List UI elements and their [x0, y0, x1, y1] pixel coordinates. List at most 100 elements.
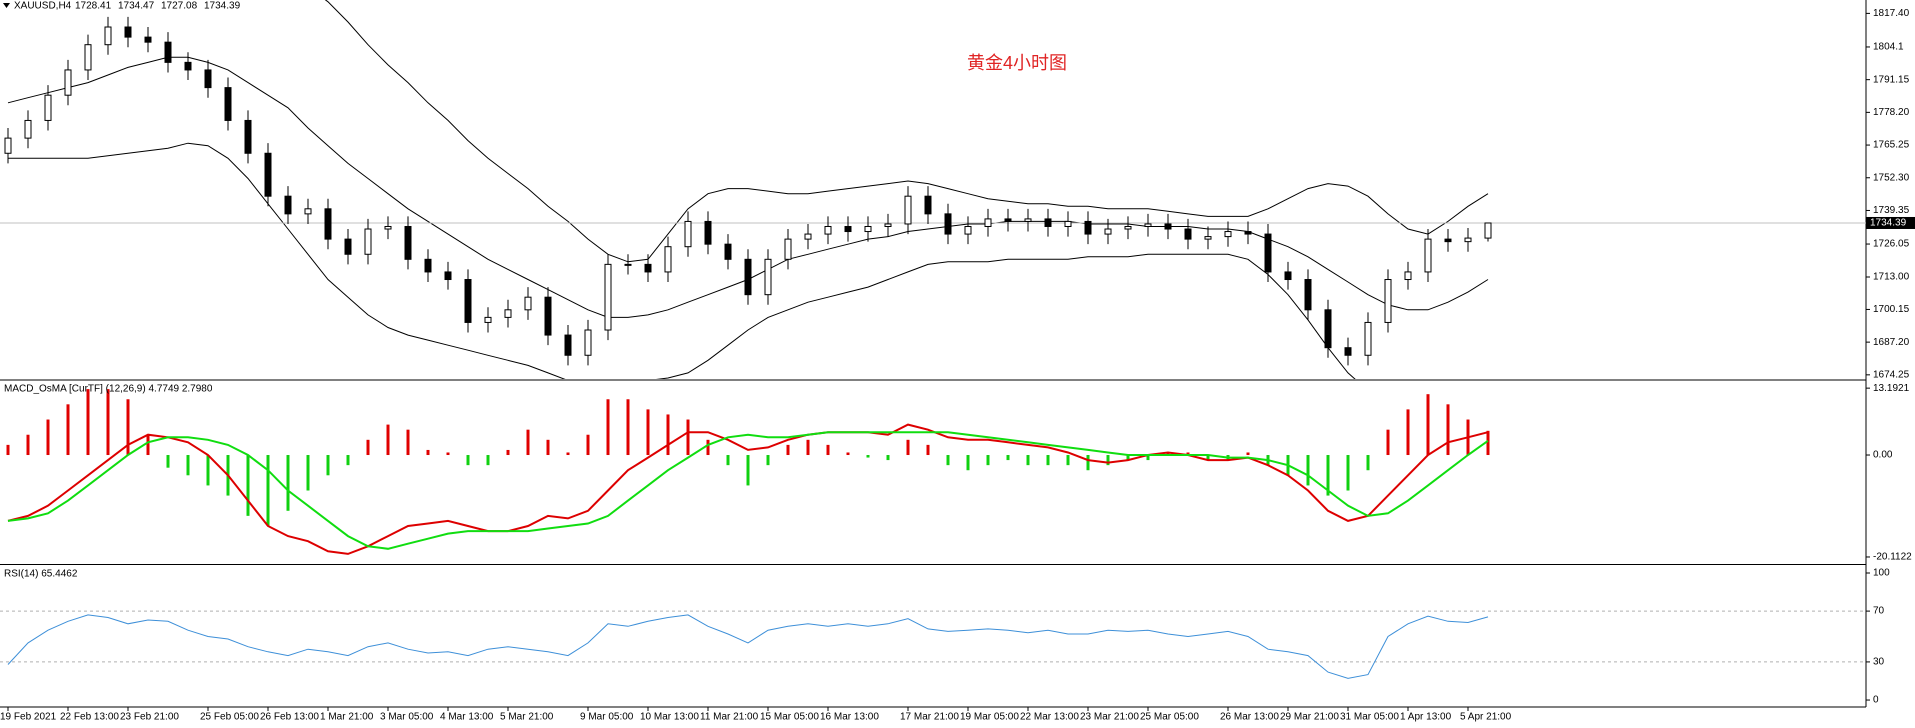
x-tick-label: 5 Apr 21:00 [1460, 712, 1512, 723]
candle-body [144, 36, 152, 43]
osma-bar [446, 452, 450, 456]
x-tick-label: 5 Mar 21:00 [500, 712, 554, 723]
macd-line [7, 431, 1489, 550]
osma-bar [366, 439, 370, 456]
candle-body [704, 220, 712, 245]
osma-bar [726, 455, 730, 466]
candle-body [584, 329, 592, 356]
candle-body [124, 26, 132, 38]
candle-body [1284, 271, 1292, 281]
candle-body [84, 44, 92, 71]
candle-body [164, 41, 172, 63]
x-tick-label: 22 Mar 13:00 [1020, 712, 1079, 723]
osma-bar [1406, 409, 1410, 456]
x-tick-label: 9 Mar 05:00 [580, 712, 634, 723]
candle-body [964, 225, 972, 235]
osma-bar [1066, 455, 1070, 466]
x-tick-label: 11 Mar 21:00 [700, 712, 759, 723]
y-tick-label: 1713.00 [1873, 272, 1910, 283]
osma-bar [206, 455, 210, 486]
candle-body [1264, 233, 1272, 273]
y-tick-label: 1817.40 [1873, 8, 1910, 19]
candle-body [904, 195, 912, 225]
osma-bar [586, 434, 590, 456]
candle-body [1444, 238, 1452, 243]
y-tick-label: 1687.20 [1873, 337, 1910, 348]
candle-body [304, 208, 312, 215]
y-tick-label: 100 [1873, 568, 1890, 579]
y-tick-label: 30 [1873, 657, 1885, 668]
candle-body [664, 246, 672, 273]
candle-body [424, 258, 432, 273]
osma-bar [566, 452, 570, 456]
x-tick-label: 29 Mar 21:00 [1280, 712, 1339, 723]
candle-body [44, 94, 52, 121]
candle-body [284, 195, 292, 215]
candle-body [1124, 225, 1132, 230]
y-tick-label: 1739.35 [1873, 205, 1910, 216]
osma-bar [246, 455, 250, 516]
x-tick-label: 3 Mar 05:00 [380, 712, 434, 723]
candle-body [624, 263, 632, 266]
candle-body [1424, 238, 1432, 273]
candle-body [364, 228, 372, 255]
osma-bar [946, 455, 950, 466]
candle-body [1184, 228, 1192, 240]
osma-bar [606, 399, 610, 456]
osma-bar [1026, 455, 1030, 466]
osma-bar [486, 455, 490, 466]
bollinger-band [324, 0, 1489, 263]
osma-bar [1366, 455, 1370, 471]
osma-bar [126, 399, 130, 456]
osma-bar [1186, 452, 1190, 456]
y-tick-label: -20.1122 [1873, 552, 1912, 563]
candle-body [604, 263, 612, 331]
candle-body [504, 309, 512, 318]
x-tick-label: 4 Mar 13:00 [440, 712, 494, 723]
osma-bar [466, 455, 470, 466]
y-tick-label: 1700.15 [1873, 304, 1910, 315]
y-tick-label: 0.00 [1873, 450, 1893, 461]
x-tick-label: 15 Mar 05:00 [760, 712, 819, 723]
osma-bar [966, 455, 970, 471]
x-tick-label: 23 Feb 21:00 [120, 712, 179, 723]
osma-bar [1206, 455, 1210, 461]
x-tick-label: 1 Apr 13:00 [1400, 712, 1452, 723]
osma-bar [146, 434, 150, 456]
collapse-icon[interactable] [3, 3, 10, 8]
candle-body [464, 279, 472, 323]
candle-body [184, 61, 192, 71]
osma-bar [866, 455, 870, 458]
candle-body [64, 69, 72, 96]
y-tick-label: 13.1921 [1873, 383, 1910, 394]
candle-body [1004, 218, 1012, 222]
osma-bar [406, 429, 410, 456]
candle-body [24, 119, 32, 139]
candle-body [264, 152, 272, 197]
osma-bar [6, 444, 10, 456]
candle-body [684, 220, 692, 248]
osma-bar [86, 389, 90, 456]
osma-bar [526, 429, 530, 456]
current-price-label: 1734.39 [1870, 218, 1907, 229]
candle-body [1364, 321, 1372, 356]
x-tick-label: 1 Mar 21:00 [320, 712, 374, 723]
annotation: 黄金4小时图 [967, 53, 1067, 73]
candle-body [1304, 279, 1312, 311]
candle-body [644, 263, 652, 273]
candle-body [404, 225, 412, 260]
x-tick-label: 22 Feb 13:00 [60, 712, 119, 723]
current-price-box [1866, 216, 1915, 229]
osma-bar [26, 434, 30, 456]
candle-body [1164, 223, 1172, 230]
candle-body [784, 238, 792, 260]
candle-body [524, 296, 532, 311]
osma-bar [46, 419, 50, 456]
osma-bar [786, 444, 790, 456]
x-tick-label: 31 Mar 05:00 [1340, 712, 1399, 723]
candle-body [1224, 231, 1232, 238]
y-tick-label: 0 [1873, 695, 1879, 706]
x-tick-label: 19 Feb 2021 [0, 712, 57, 723]
candle-body [1404, 271, 1412, 281]
